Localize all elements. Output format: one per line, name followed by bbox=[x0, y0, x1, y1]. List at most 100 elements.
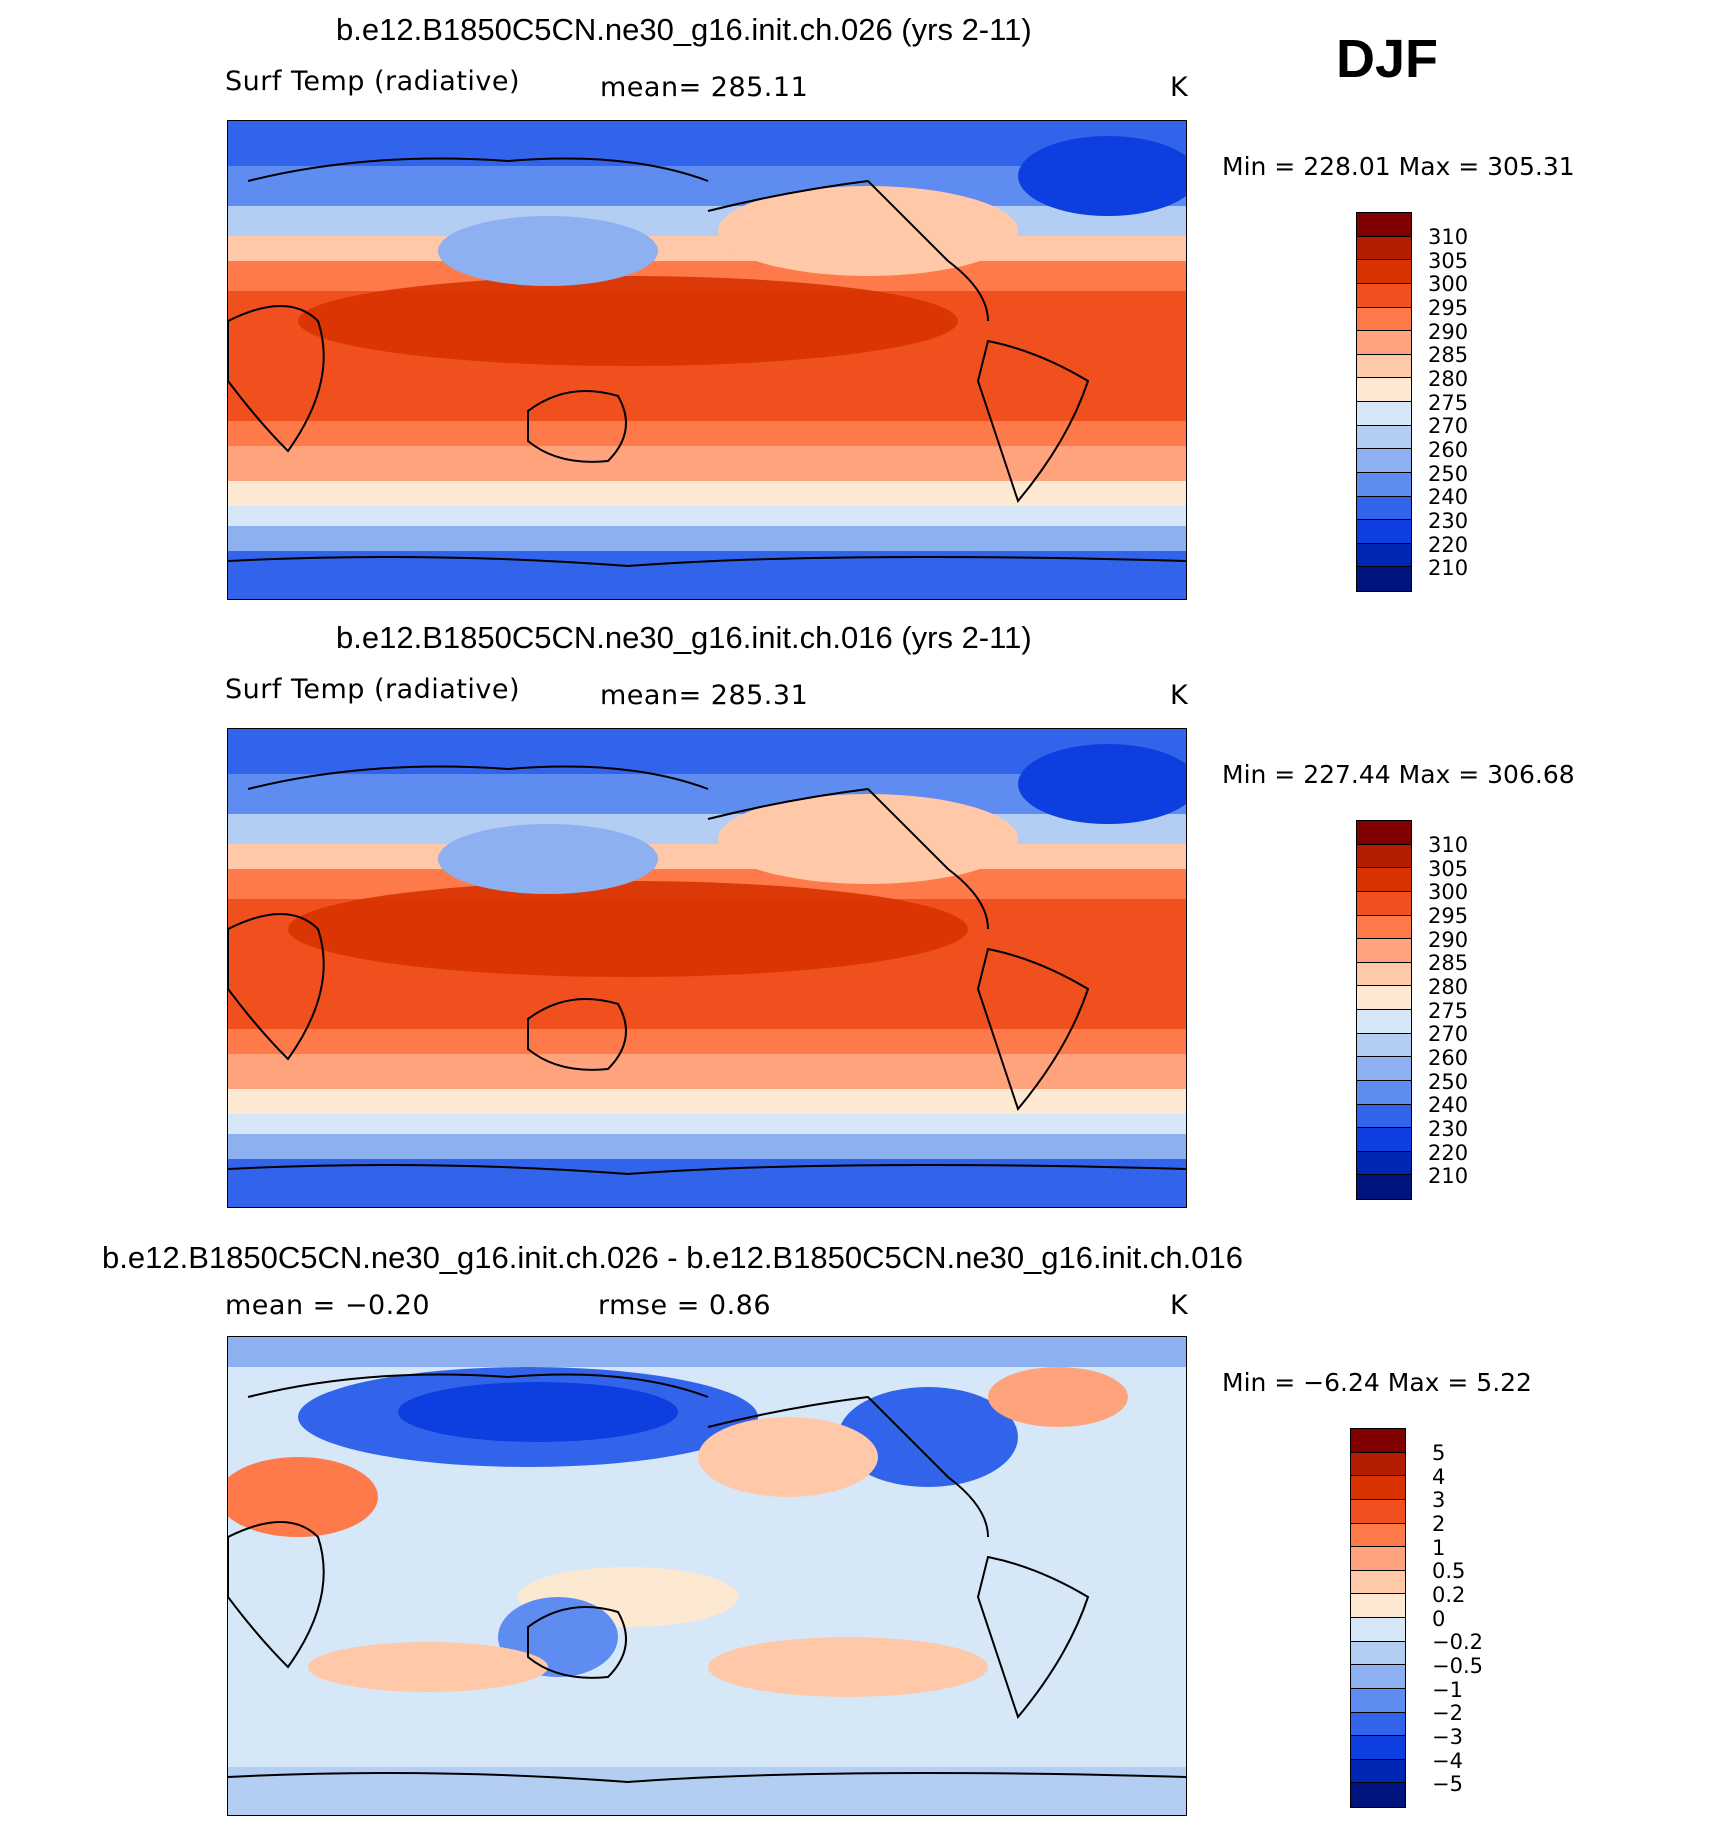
tick-label: 210 bbox=[1428, 1164, 1469, 1188]
panel2-map bbox=[227, 728, 1187, 1208]
colorbar-swatch bbox=[1357, 354, 1411, 379]
tick-label: 250 bbox=[1428, 1070, 1469, 1094]
tick-label: 0 bbox=[1432, 1607, 1446, 1631]
panel2-variable: Surf Temp (radiative) bbox=[225, 674, 521, 705]
season-label: DJF bbox=[1336, 29, 1439, 89]
tick-label: 260 bbox=[1428, 438, 1469, 462]
tick-label: −0.5 bbox=[1432, 1654, 1483, 1678]
colorbar-swatch bbox=[1351, 1783, 1405, 1807]
colorbar-swatch bbox=[1357, 496, 1411, 521]
tick-label: −5 bbox=[1432, 1772, 1463, 1796]
panel2-colorbar bbox=[1356, 820, 1412, 1200]
colorbar-swatch bbox=[1357, 283, 1411, 308]
colorbar-swatch bbox=[1351, 1452, 1405, 1477]
tick-label: 2 bbox=[1432, 1512, 1446, 1536]
tick-label: 290 bbox=[1428, 320, 1469, 344]
panel1-mean: mean= 285.11 bbox=[600, 72, 809, 103]
colorbar-swatch bbox=[1351, 1547, 1405, 1571]
colorbar-swatch bbox=[1357, 1175, 1411, 1199]
tick-label: 300 bbox=[1428, 272, 1469, 296]
colorbar-swatch bbox=[1351, 1759, 1405, 1784]
colorbar-swatch bbox=[1351, 1570, 1405, 1595]
panel1-minmax: Min = 228.01 Max = 305.31 bbox=[1222, 152, 1575, 181]
colorbar-swatch bbox=[1357, 1057, 1411, 1081]
panel3-units: K bbox=[1170, 1290, 1189, 1321]
colorbar-swatch bbox=[1357, 307, 1411, 332]
panel2-title: b.e12.B1850C5CN.ne30_g16.init.ch.016 (yr… bbox=[336, 620, 1032, 655]
tick-label: 4 bbox=[1432, 1465, 1446, 1489]
colorbar-swatch bbox=[1357, 1151, 1411, 1176]
tick-label: 310 bbox=[1428, 833, 1469, 857]
tick-label: 295 bbox=[1428, 904, 1469, 928]
tick-label: 280 bbox=[1428, 367, 1469, 391]
colorbar-swatch bbox=[1351, 1429, 1405, 1453]
colorbar-swatch bbox=[1357, 425, 1411, 450]
colorbar-swatch bbox=[1351, 1476, 1405, 1500]
panel3-title: b.e12.B1850C5CN.ne30_g16.init.ch.026 - b… bbox=[102, 1240, 1243, 1275]
colorbar-swatch bbox=[1357, 449, 1411, 473]
tick-label: 270 bbox=[1428, 414, 1469, 438]
tick-label: 275 bbox=[1428, 999, 1469, 1023]
tick-label: 305 bbox=[1428, 857, 1469, 881]
panel1-units: K bbox=[1170, 72, 1189, 103]
panel1-title: b.e12.B1850C5CN.ne30_g16.init.ch.026 (yr… bbox=[336, 12, 1032, 47]
tick-label: 5 bbox=[1432, 1441, 1446, 1465]
tick-label: 210 bbox=[1428, 556, 1469, 580]
tick-label: 230 bbox=[1428, 509, 1469, 533]
tick-label: 285 bbox=[1428, 343, 1469, 367]
tick-label: 3 bbox=[1432, 1488, 1446, 1512]
panel2-mean: mean= 285.31 bbox=[600, 680, 809, 711]
tick-label: 300 bbox=[1428, 880, 1469, 904]
panel2-minmax: Min = 227.44 Max = 306.68 bbox=[1222, 760, 1575, 789]
panel3-minmax: Min = −6.24 Max = 5.22 bbox=[1222, 1368, 1532, 1397]
tick-label: −4 bbox=[1432, 1749, 1463, 1773]
panel3-colorbar bbox=[1350, 1428, 1406, 1808]
colorbar-swatch bbox=[1357, 567, 1411, 591]
tick-label: −1 bbox=[1432, 1678, 1463, 1702]
tick-label: 240 bbox=[1428, 1093, 1469, 1117]
world-map-icon bbox=[228, 1337, 1186, 1815]
tick-label: 295 bbox=[1428, 296, 1469, 320]
colorbar-swatch bbox=[1351, 1641, 1405, 1666]
tick-label: −2 bbox=[1432, 1701, 1463, 1725]
colorbar-swatch bbox=[1357, 378, 1411, 402]
tick-label: 275 bbox=[1428, 391, 1469, 415]
colorbar-swatch bbox=[1351, 1688, 1405, 1713]
tick-label: 220 bbox=[1428, 1141, 1469, 1165]
tick-label: 290 bbox=[1428, 928, 1469, 952]
colorbar-swatch bbox=[1357, 1104, 1411, 1129]
colorbar-swatch bbox=[1357, 331, 1411, 355]
colorbar-swatch bbox=[1357, 260, 1411, 284]
tick-label: 280 bbox=[1428, 975, 1469, 999]
tick-label: 220 bbox=[1428, 533, 1469, 557]
colorbar-swatch bbox=[1351, 1523, 1405, 1548]
colorbar-swatch bbox=[1357, 821, 1411, 845]
tick-label: 0.5 bbox=[1432, 1559, 1466, 1583]
colorbar-swatch bbox=[1357, 1128, 1411, 1152]
colorbar-swatch bbox=[1357, 986, 1411, 1010]
colorbar-swatch bbox=[1357, 939, 1411, 963]
colorbar-swatch bbox=[1351, 1712, 1405, 1737]
colorbar-swatch bbox=[1351, 1665, 1405, 1689]
colorbar-swatch bbox=[1357, 891, 1411, 916]
colorbar-swatch bbox=[1357, 236, 1411, 261]
tick-label: −0.2 bbox=[1432, 1630, 1483, 1654]
colorbar-swatch bbox=[1357, 543, 1411, 568]
panel1-colorbar bbox=[1356, 212, 1412, 592]
tick-label: 230 bbox=[1428, 1117, 1469, 1141]
tick-label: 240 bbox=[1428, 485, 1469, 509]
colorbar-swatch bbox=[1357, 213, 1411, 237]
tick-label: 1 bbox=[1432, 1536, 1446, 1560]
colorbar-swatch bbox=[1351, 1618, 1405, 1642]
colorbar-swatch bbox=[1357, 1033, 1411, 1058]
tick-label: 270 bbox=[1428, 1022, 1469, 1046]
panel2-units: K bbox=[1170, 680, 1189, 711]
tick-label: 305 bbox=[1428, 249, 1469, 273]
colorbar-swatch bbox=[1357, 915, 1411, 940]
tick-label: 0.2 bbox=[1432, 1583, 1466, 1607]
colorbar-swatch bbox=[1351, 1499, 1405, 1524]
tick-label: 310 bbox=[1428, 225, 1469, 249]
colorbar-swatch bbox=[1351, 1594, 1405, 1618]
colorbar-swatch bbox=[1357, 962, 1411, 987]
world-map-icon bbox=[228, 121, 1186, 599]
